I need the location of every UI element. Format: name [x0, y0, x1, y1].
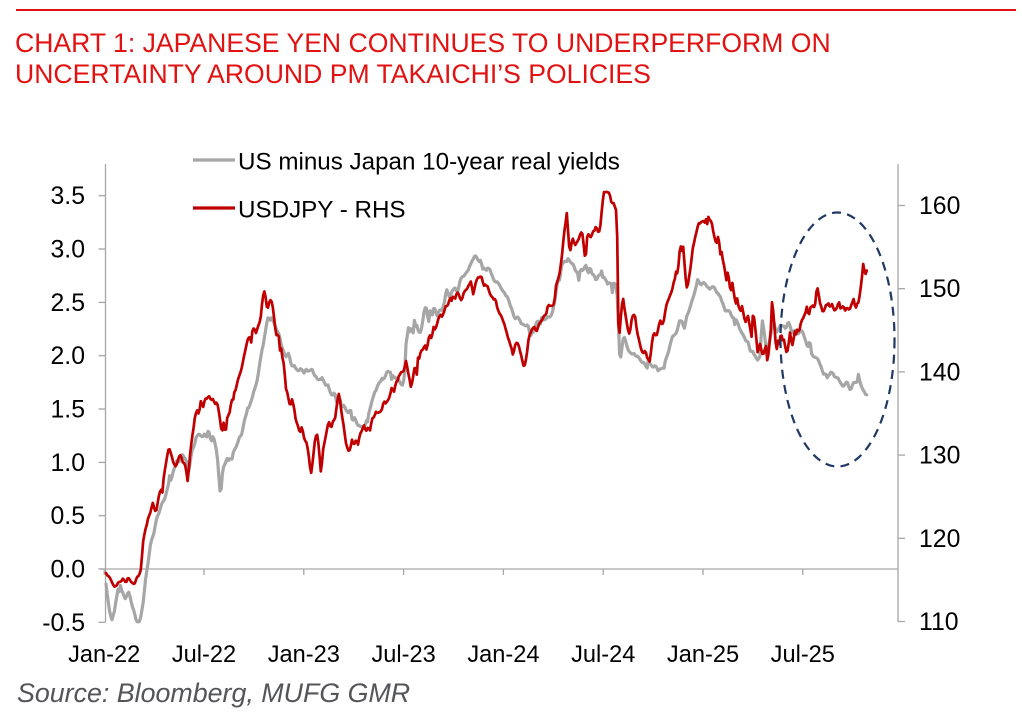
svg-text:US minus Japan 10-year real yi: US minus Japan 10-year real yields	[238, 149, 620, 176]
svg-text:Jul-23: Jul-23	[371, 642, 435, 668]
svg-text:Jan-25: Jan-25	[667, 642, 739, 668]
svg-text:120: 120	[919, 526, 960, 553]
svg-text:Jan-24: Jan-24	[467, 642, 539, 668]
svg-text:Jan-22: Jan-22	[68, 642, 140, 668]
svg-text:130: 130	[919, 443, 960, 470]
svg-text:Jul-22: Jul-22	[172, 642, 236, 668]
svg-text:0.0: 0.0	[51, 557, 85, 584]
svg-text:140: 140	[919, 359, 960, 386]
svg-text:0.5: 0.5	[51, 503, 85, 530]
svg-text:USDJPY - RHS: USDJPY - RHS	[238, 197, 406, 224]
svg-text:Jul-25: Jul-25	[771, 642, 835, 668]
svg-text:110: 110	[919, 609, 959, 636]
svg-text:160: 160	[919, 193, 960, 220]
svg-text:2.0: 2.0	[51, 343, 85, 370]
svg-text:1.5: 1.5	[51, 397, 85, 424]
svg-text:150: 150	[919, 276, 960, 303]
svg-text:3.5: 3.5	[51, 183, 85, 210]
svg-text:-0.5: -0.5	[42, 610, 85, 637]
svg-text:2.5: 2.5	[51, 290, 85, 317]
svg-text:Jan-23: Jan-23	[268, 642, 340, 668]
svg-text:Jul-24: Jul-24	[571, 642, 635, 668]
svg-text:3.0: 3.0	[51, 237, 85, 264]
svg-text:1.0: 1.0	[51, 450, 85, 477]
